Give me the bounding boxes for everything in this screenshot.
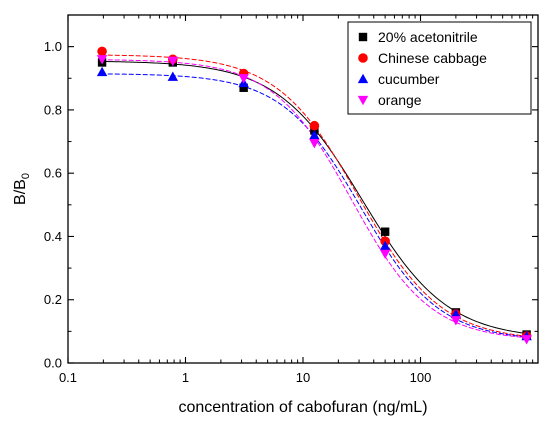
x-tick-label: 1 [182,370,189,385]
x-axis-title: concentration of cabofuran (ng/mL) [178,399,427,416]
data-points [96,46,532,345]
data-point [167,56,179,67]
y-tick-label: 0.2 [44,292,62,307]
legend-marker [357,73,369,84]
legend-marker [358,53,368,63]
data-point [167,71,179,81]
legend-label: cucumber [378,71,440,87]
axes: 0.1 1 10 100 0.0 0.2 0.4 0.6 0.8 1.0 [44,14,539,385]
data-point [238,74,249,84]
data-point [521,335,532,345]
y-tick-label: 1.0 [44,39,62,54]
legend-box [347,21,532,115]
y-axis-title-subscript: 0 [20,173,32,179]
data-point [97,46,107,57]
data-point [450,316,462,326]
data-point [379,249,391,260]
legend-label: Chinese cabbage [378,50,487,66]
y-axis-title: B/B0 [12,173,32,205]
y-tick-label: 0.8 [44,102,62,117]
legend-marker [358,32,368,42]
legend-label: 20% acetonitrile [378,29,478,45]
data-point [239,83,248,92]
data-point [450,308,462,319]
y-axis-title-main: B/B [12,179,29,205]
y-tick-label: 0.6 [44,166,62,181]
data-point [309,130,320,140]
legend-label: orange [378,92,422,108]
data-point [380,227,390,236]
x-tick-label: 0.1 [59,370,77,385]
y-tick-label: 0.0 [44,356,62,371]
data-point [96,66,108,77]
data-point [309,120,320,131]
legend: 20% acetonitrile Chinese cabbage cucumber o… [347,21,532,115]
x-tick-label: 10 [296,370,310,385]
data-point [379,240,391,251]
data-point [309,138,320,149]
y-tick-label: 0.4 [44,229,62,244]
data-point [96,55,108,65]
legend-marker [357,95,369,106]
x-tick-label: 100 [410,370,432,385]
